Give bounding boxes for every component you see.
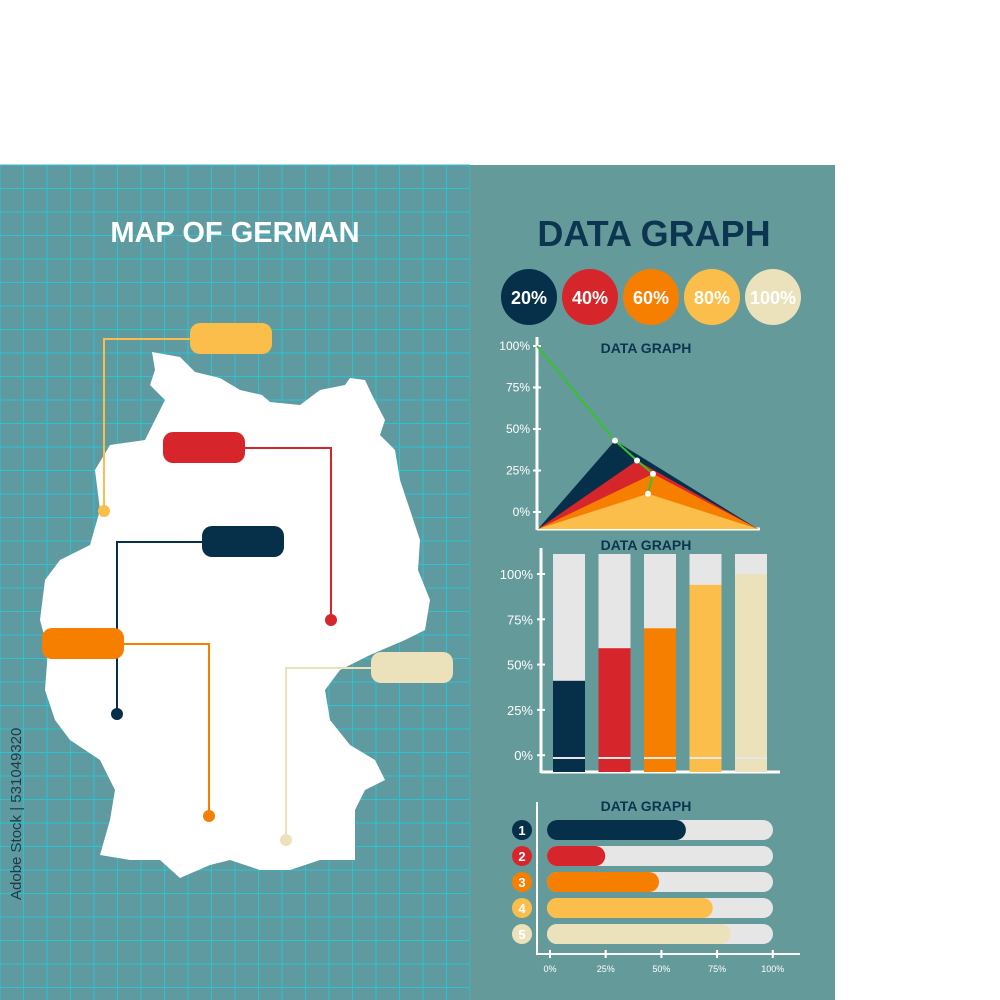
callout-line <box>285 667 371 840</box>
data-point <box>645 490 651 497</box>
callout-dot <box>111 708 123 720</box>
y-tick-label: 0% <box>514 748 533 763</box>
legend-circle <box>745 269 801 325</box>
legend-label: 100% <box>750 288 796 308</box>
legend-label: 20% <box>511 288 547 308</box>
category-label: 4 <box>518 901 526 916</box>
category-label: 3 <box>518 875 525 890</box>
bar <box>547 898 713 918</box>
legend-circle <box>562 269 618 325</box>
bar <box>547 846 606 866</box>
category-label: 5 <box>518 927 525 942</box>
y-tick-label: 50% <box>506 422 530 436</box>
data-point <box>612 437 618 444</box>
category-label: 1 <box>518 823 525 838</box>
callout-label-box <box>371 652 453 683</box>
category-badge <box>512 820 532 840</box>
legend-label: 60% <box>633 288 669 308</box>
callout-dot <box>98 505 110 517</box>
x-tick-label: 25% <box>597 964 615 974</box>
bar <box>689 584 722 772</box>
data-point <box>634 457 640 464</box>
y-tick-label: 100% <box>499 339 530 353</box>
legend-circle <box>501 269 557 325</box>
category-label: 2 <box>518 849 525 864</box>
bar <box>547 924 731 944</box>
y-tick-label: 25% <box>506 464 530 478</box>
bar <box>598 648 631 772</box>
x-tick-label: 100% <box>761 964 784 974</box>
y-tick-label: 50% <box>507 658 533 673</box>
germany-map-shape <box>40 352 430 878</box>
category-badge <box>512 846 532 866</box>
callout-line <box>245 447 332 620</box>
x-tick-label: 75% <box>708 964 726 974</box>
watermark-text: Adobe Stock | 531049320 <box>8 727 25 900</box>
bar <box>553 680 585 772</box>
category-badge <box>512 924 532 944</box>
data-point <box>650 470 656 477</box>
y-tick-label: 100% <box>500 567 534 582</box>
y-tick-label: 75% <box>506 381 530 395</box>
callout-line <box>103 338 190 511</box>
category-badge <box>512 872 532 892</box>
map-title: MAP OF GERMAN <box>110 217 359 249</box>
legend-circle <box>684 269 740 325</box>
y-tick-label: 75% <box>507 612 533 627</box>
x-tick-label: 0% <box>543 964 556 974</box>
callout-dot <box>325 614 337 626</box>
chart-panel-title: DATA GRAPH <box>537 213 770 254</box>
legend-label: 80% <box>694 288 730 308</box>
legend-circle <box>623 269 679 325</box>
callout-dot <box>280 834 292 846</box>
y-tick-label: 0% <box>513 505 531 519</box>
callout-label-box <box>190 323 272 354</box>
bar <box>735 574 767 772</box>
callout-line <box>124 643 210 816</box>
callout-dot <box>203 810 215 822</box>
bar <box>547 820 686 840</box>
y-tick-label: 25% <box>507 703 533 718</box>
bar <box>644 628 676 772</box>
legend-label: 40% <box>572 288 608 308</box>
x-tick-label: 50% <box>652 964 670 974</box>
chart-title: DATA GRAPH <box>601 798 692 814</box>
callout-label-box <box>163 432 245 463</box>
bar <box>547 872 659 892</box>
area-series <box>538 493 758 529</box>
category-badge <box>512 898 532 918</box>
callout-label-box <box>42 628 124 659</box>
callout-label-box <box>202 526 284 557</box>
chart-title: DATA GRAPH <box>601 340 692 356</box>
chart-title: DATA GRAPH <box>601 537 692 553</box>
